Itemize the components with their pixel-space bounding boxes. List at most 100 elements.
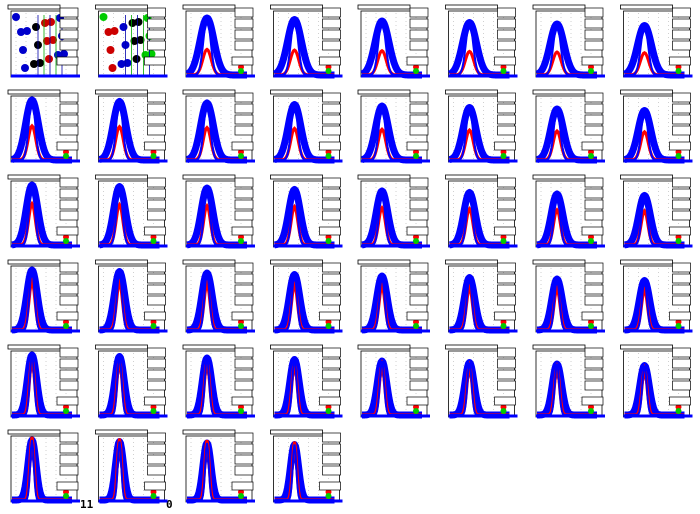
legend-box (672, 114, 691, 125)
marker (238, 493, 244, 499)
legend-box (234, 443, 254, 454)
legend-box (147, 103, 166, 114)
legend-box (584, 40, 604, 51)
legend-box (319, 396, 341, 406)
legend-box (234, 103, 254, 114)
legend-box (147, 347, 166, 358)
legend-box (234, 210, 254, 221)
legend-box (322, 177, 341, 188)
legend-box (231, 141, 254, 151)
legend-box (147, 210, 166, 221)
marker (500, 323, 507, 329)
legend-box (234, 432, 254, 443)
panel-title-box (95, 4, 148, 10)
legend-box (59, 125, 79, 136)
legend-box (147, 262, 166, 273)
marker (588, 153, 594, 159)
legend-box (584, 199, 604, 210)
legend-box (147, 443, 166, 454)
legend-box (669, 226, 691, 236)
legend-box (584, 210, 604, 221)
panel-title-box (270, 259, 323, 265)
legend-box (59, 40, 79, 51)
panel-title-box (532, 4, 586, 10)
legend-box (147, 92, 166, 103)
legend-box (234, 295, 254, 306)
legend-box (56, 56, 79, 66)
panel-title-box (270, 174, 323, 180)
scatter-dot (12, 13, 20, 21)
legend-box (497, 40, 516, 51)
marker (675, 68, 682, 74)
legend-box (584, 188, 604, 199)
legend-box (319, 311, 341, 321)
legend-box (584, 358, 604, 369)
legend-box (147, 177, 166, 188)
legend-box (672, 29, 691, 40)
legend-box (59, 295, 79, 306)
marker (238, 323, 244, 329)
legend-box (231, 396, 254, 406)
legend-box (409, 114, 429, 125)
scatter-dot (130, 37, 139, 45)
marker (325, 68, 332, 74)
legend-box (59, 188, 79, 199)
scatter-dot (32, 23, 40, 31)
marker (238, 238, 244, 244)
legend-box (234, 358, 254, 369)
panel-title-box (7, 4, 61, 10)
legend-box (409, 273, 429, 284)
marker (588, 68, 594, 74)
marker (413, 238, 419, 244)
legend-box (234, 7, 254, 18)
legend-box (409, 7, 429, 18)
panel-title-box (182, 174, 236, 180)
scatter-dot (134, 18, 143, 26)
legend-box (584, 380, 604, 391)
legend-box (147, 273, 166, 284)
legend-box (322, 29, 341, 40)
panel-title-box (95, 89, 148, 95)
scatter-dot (136, 36, 145, 44)
marker (500, 68, 507, 74)
legend-box (584, 284, 604, 295)
footer-number: 11 (80, 498, 94, 511)
legend-box (147, 295, 166, 306)
legend-box (234, 114, 254, 125)
legend-box (672, 284, 691, 295)
legend-box (672, 40, 691, 51)
legend-box (231, 311, 254, 321)
scatter-dot (17, 28, 25, 36)
legend-box (234, 18, 254, 29)
legend-box (672, 358, 691, 369)
legend-box (59, 92, 79, 103)
legend-box (147, 380, 166, 391)
panel-title-box (532, 259, 586, 265)
legend-box (147, 18, 166, 29)
legend-box (144, 226, 166, 236)
legend-box (409, 188, 429, 199)
legend-box (234, 40, 254, 51)
legend-box (409, 347, 429, 358)
legend-box (497, 369, 516, 380)
marker (150, 323, 157, 329)
legend-box (406, 226, 429, 236)
legend-box (494, 311, 516, 321)
legend-box (322, 114, 341, 125)
legend-box (581, 56, 604, 66)
legend-box (234, 199, 254, 210)
legend-box (584, 29, 604, 40)
legend-box (144, 311, 166, 321)
marker (413, 323, 419, 329)
legend-box (672, 177, 691, 188)
marker (413, 68, 419, 74)
legend-box (497, 29, 516, 40)
scatter-dot (99, 13, 108, 21)
legend-box (322, 188, 341, 199)
legend-box (494, 141, 516, 151)
legend-box (322, 125, 341, 136)
legend-box (56, 141, 79, 151)
panel-title-box (620, 4, 673, 10)
legend-box (59, 284, 79, 295)
